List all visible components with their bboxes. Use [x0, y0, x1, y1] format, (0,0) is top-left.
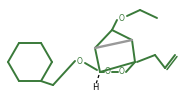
- Text: O: O: [119, 67, 125, 76]
- Text: O: O: [105, 67, 111, 76]
- Text: O: O: [77, 57, 83, 66]
- Text: O: O: [119, 14, 125, 23]
- Text: H: H: [92, 83, 98, 92]
